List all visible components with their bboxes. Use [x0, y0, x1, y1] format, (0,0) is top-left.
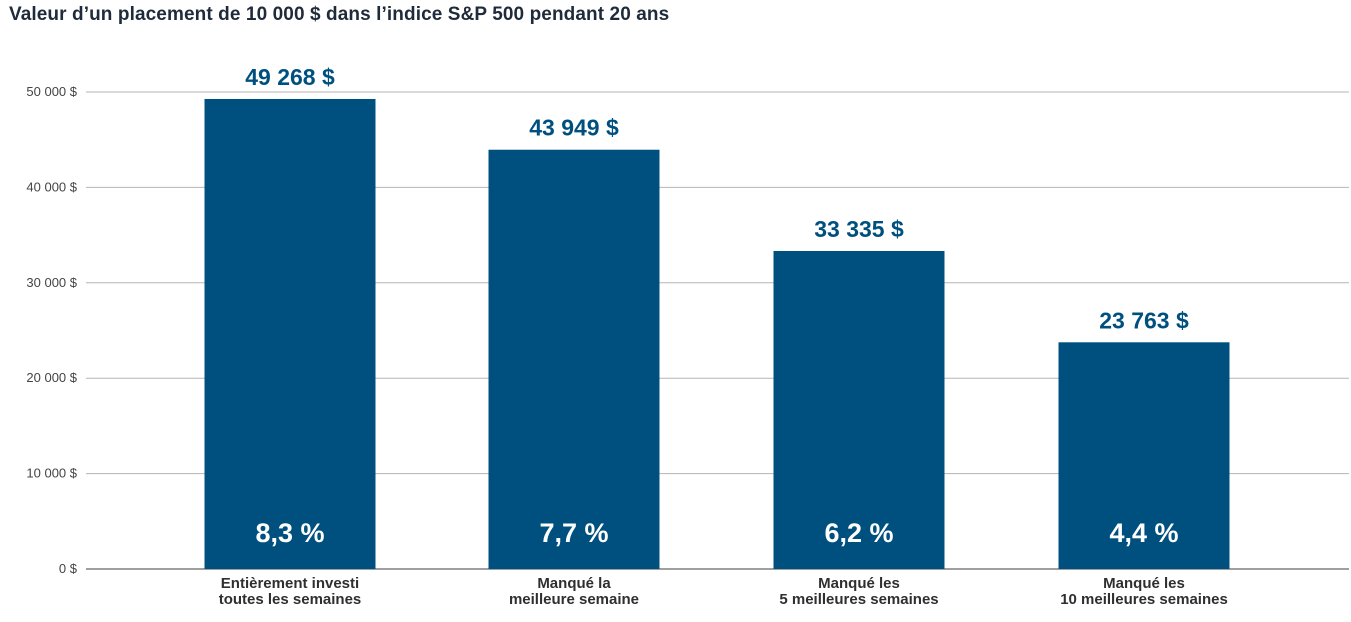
bar-value-label: 33 335 $ [814, 216, 904, 242]
y-tick-label: 30 000 $ [26, 275, 77, 290]
x-category-label: Entièrement investi [221, 575, 359, 592]
y-axis-ticks: 0 $ 10 000 $ 20 000 $ 30 000 $ 40 000 $ 50 00… [26, 84, 77, 576]
bar [488, 149, 660, 569]
bar [773, 250, 945, 569]
x-category-label: Manqué les [1103, 575, 1185, 592]
x-category-label: 10 meilleures semaines [1060, 591, 1228, 608]
y-tick-label: 50 000 $ [26, 84, 77, 99]
y-tick-label: 0 $ [59, 561, 78, 576]
bar [1058, 342, 1230, 569]
y-tick-label: 40 000 $ [26, 179, 77, 194]
y-tick-label: 10 000 $ [26, 466, 77, 481]
x-category-label: toutes les semaines [219, 591, 362, 608]
bar-return-label: 7,7 % [539, 518, 608, 548]
bar-return-label: 8,3 % [255, 518, 324, 548]
x-category-label: meilleure semaine [509, 591, 639, 608]
x-category-label: 5 meilleures semaines [779, 591, 938, 608]
bars: 49 268 $ 8,3 % 43 949 $ 7,7 % 33 335 $ 6,2 % 2… [204, 64, 1230, 569]
bar-value-label: 49 268 $ [245, 64, 335, 90]
bar-return-label: 4,4 % [1109, 518, 1178, 548]
bar [204, 98, 376, 569]
chart-title: Valeur d’un placement de 10 000 $ dans l… [9, 4, 670, 25]
y-tick-label: 20 000 $ [26, 370, 77, 385]
x-category-label: Manqué la [537, 575, 611, 592]
bar-value-label: 43 949 $ [529, 115, 619, 141]
bar-value-label: 23 763 $ [1099, 307, 1189, 333]
bar-return-label: 6,2 % [824, 518, 893, 548]
x-category-label: Manqué les [818, 575, 900, 592]
